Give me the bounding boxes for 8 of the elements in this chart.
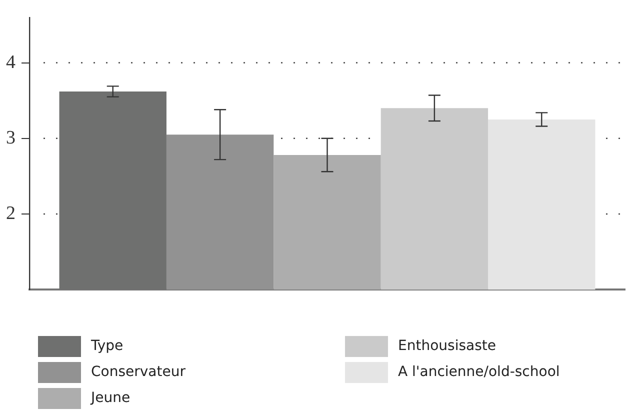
y-tick-label: 2 [6, 202, 16, 224]
legend-label: Jeune [91, 390, 130, 406]
y-tick-label: 4 [6, 52, 16, 73]
legend-label: Conservateur [91, 364, 186, 380]
y-tick-label: 3 [6, 127, 16, 148]
legend-label: Enthousisaste [398, 338, 496, 354]
legend-label: Type [91, 338, 124, 354]
legend-label: A l'ancienne/old-school [398, 364, 560, 380]
